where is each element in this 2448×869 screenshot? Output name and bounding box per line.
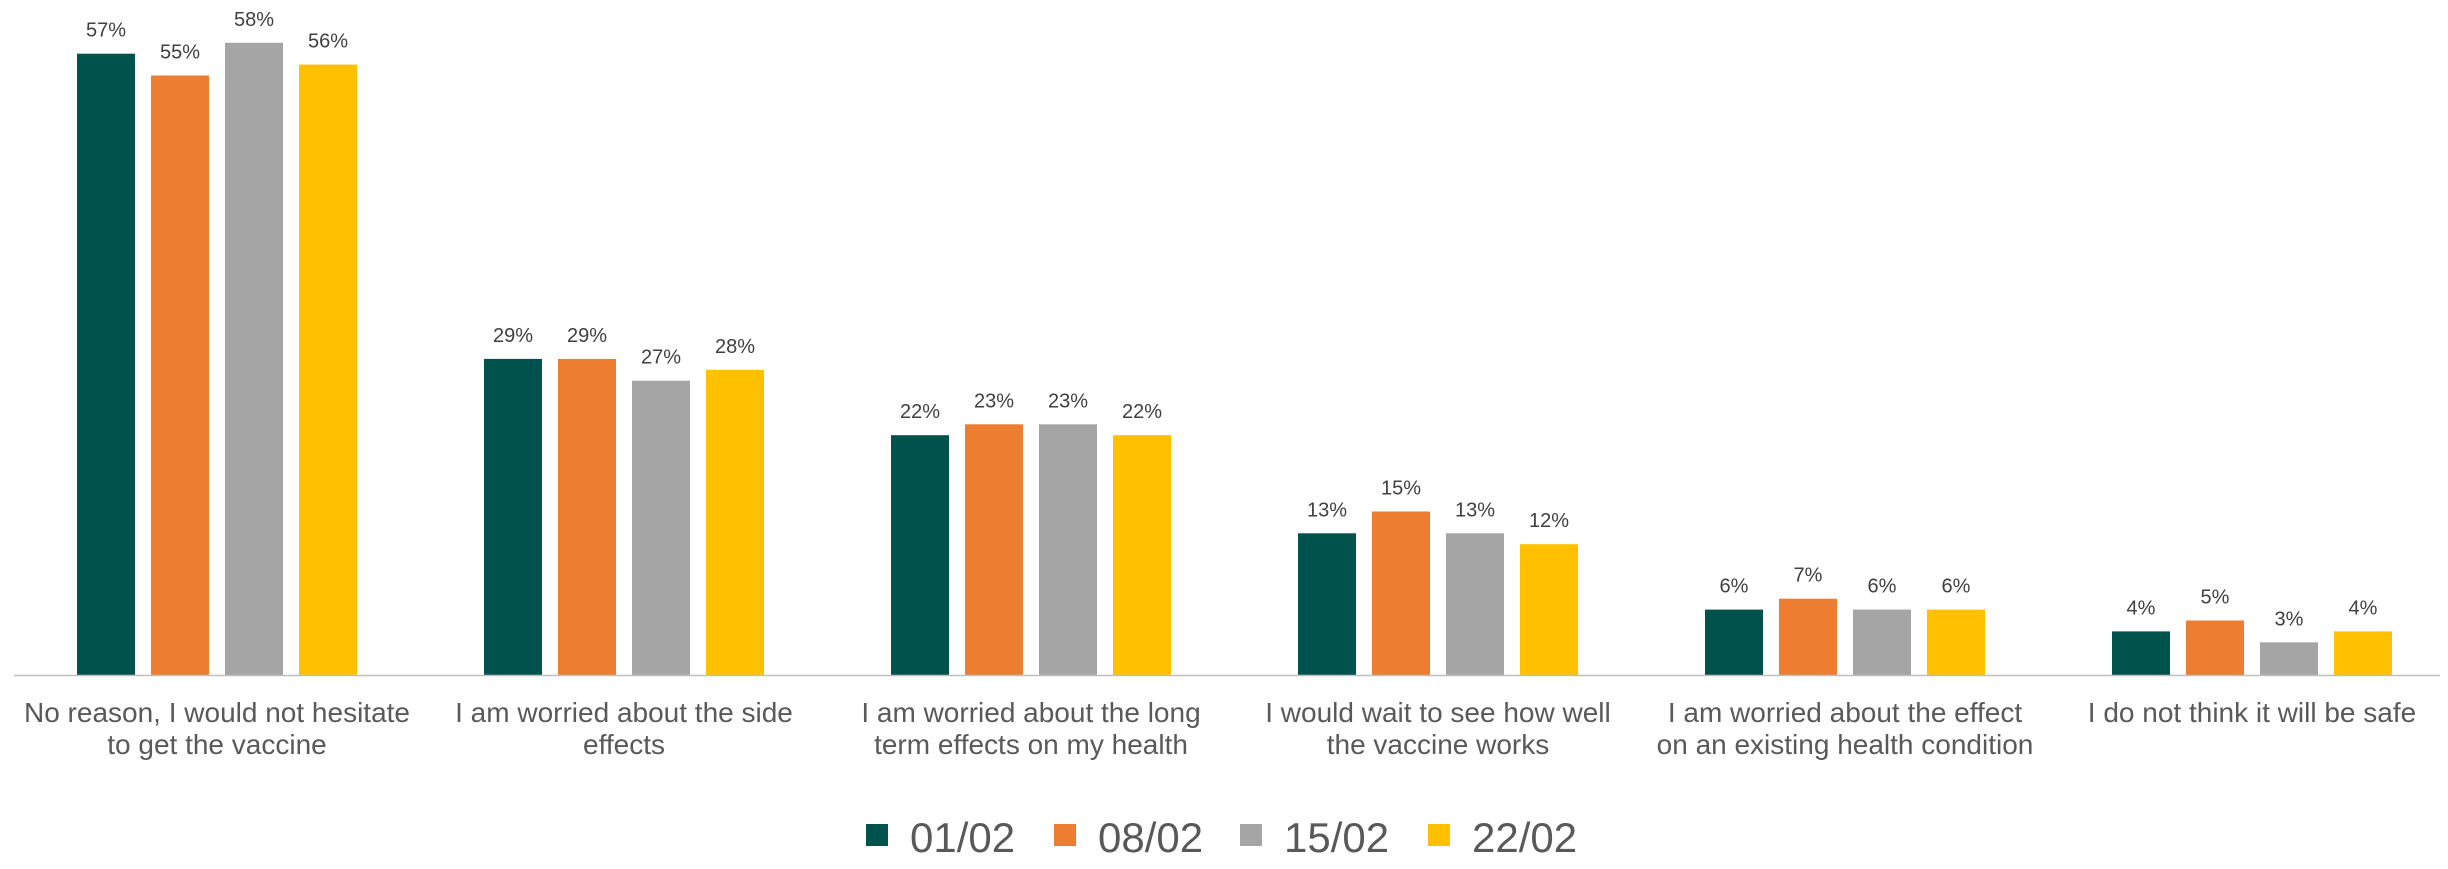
data-label: 23% xyxy=(1048,390,1088,412)
data-label: 27% xyxy=(641,347,681,369)
data-label: 58% xyxy=(234,9,274,31)
bar-2-08-02 xyxy=(558,358,616,675)
category-label: I do not think it will be safe xyxy=(2088,697,2416,728)
category-label: I am worried about the effect on an exist… xyxy=(1657,697,2034,760)
bar-5-08-02 xyxy=(1779,598,1837,675)
bar-3-01-02 xyxy=(891,435,949,675)
legend-label: 08/02 xyxy=(1098,814,1203,861)
bar-2-15-02 xyxy=(632,380,690,675)
bar-6-01-02 xyxy=(2112,631,2170,675)
bar-3-08-02 xyxy=(965,424,1023,675)
legend-swatch-08-02 xyxy=(1054,824,1076,846)
data-labels-group: 57% 55% 58% 56% 29% 29% 27% 28% 22% 23% 23% 22% 13% 1… xyxy=(86,9,2378,630)
bar-1-08-02 xyxy=(151,75,209,675)
bar-3-22-02 xyxy=(1113,435,1171,675)
data-label: 5% xyxy=(2201,587,2230,609)
legend-swatch-22-02 xyxy=(1428,824,1450,846)
legend-swatch-15-02 xyxy=(1240,824,1262,846)
bar-5-15-02 xyxy=(1853,609,1911,675)
bar-6-22-02 xyxy=(2334,631,2392,675)
data-label: 6% xyxy=(1942,576,1971,598)
data-label: 4% xyxy=(2349,597,2378,619)
bar-6-15-02 xyxy=(2260,642,2318,675)
data-label: 55% xyxy=(160,42,200,64)
category-label: No reason, I would not hesitate to get th… xyxy=(24,697,410,760)
bar-4-08-02 xyxy=(1372,511,1430,675)
legend-label: 22/02 xyxy=(1472,814,1577,861)
data-label: 22% xyxy=(900,401,940,423)
bar-1-01-02 xyxy=(77,53,135,675)
category-label: I am worried about the side effects xyxy=(455,697,793,760)
data-label: 13% xyxy=(1455,499,1495,521)
legend-label: 15/02 xyxy=(1284,814,1389,861)
data-label: 29% xyxy=(567,325,607,347)
data-label: 3% xyxy=(2275,608,2304,630)
category-label: I would wait to see how well the vaccine … xyxy=(1265,697,1611,760)
bar-2-22-02 xyxy=(706,369,764,675)
bar-5-01-02 xyxy=(1705,609,1763,675)
bar-6-08-02 xyxy=(2186,620,2244,675)
data-label: 23% xyxy=(974,390,1014,412)
legend-swatch-01-02 xyxy=(866,824,888,846)
bar-1-15-02 xyxy=(225,42,283,676)
data-label: 28% xyxy=(715,336,755,358)
data-label: 13% xyxy=(1307,499,1347,521)
data-label: 7% xyxy=(1794,565,1823,587)
bar-1-22-02 xyxy=(299,64,357,676)
data-label: 6% xyxy=(1720,576,1749,598)
bar-5-22-02 xyxy=(1927,609,1985,675)
data-label: 15% xyxy=(1381,478,1421,500)
data-label: 56% xyxy=(308,31,348,53)
bar-4-15-02 xyxy=(1446,533,1504,675)
category-labels-group: No reason, I would not hesitate to get th… xyxy=(24,697,2416,760)
bar-4-22-02 xyxy=(1520,544,1578,675)
bar-3-15-02 xyxy=(1039,424,1097,675)
bar-2-01-02 xyxy=(484,358,542,675)
legend: 01/02 08/02 15/02 22/02 xyxy=(866,814,1577,861)
data-label: 6% xyxy=(1868,576,1897,598)
data-label: 12% xyxy=(1529,510,1569,532)
category-label: I am worried about the long term effects … xyxy=(861,697,1200,760)
data-label: 29% xyxy=(493,325,533,347)
bars-group xyxy=(77,42,2392,676)
data-label: 57% xyxy=(86,20,126,42)
data-label: 4% xyxy=(2127,597,2156,619)
bar-4-01-02 xyxy=(1298,533,1356,675)
legend-label: 01/02 xyxy=(910,814,1015,861)
data-label: 22% xyxy=(1122,401,1162,423)
